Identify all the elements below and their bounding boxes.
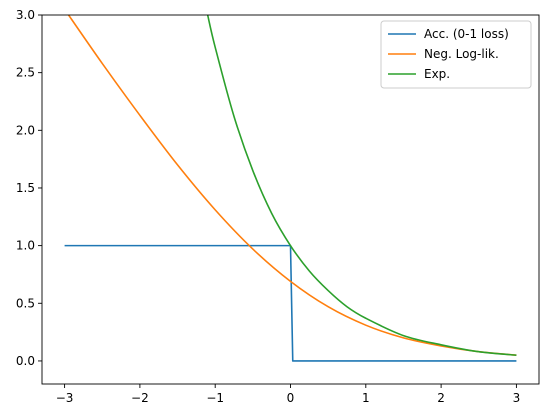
legend-label-1: Neg. Log-lik.: [424, 47, 499, 61]
series-line-0: [64, 244, 517, 362]
x-tick-label: 1: [362, 391, 370, 405]
series-line-1: [67, 15, 517, 356]
x-tick-label: 3: [513, 391, 521, 405]
legend-entries: Acc. (0-1 loss) Neg. Log-lik. Exp.: [388, 27, 509, 81]
x-tick-label: 2: [437, 391, 445, 405]
y-tick-label: 1.5: [16, 181, 35, 195]
x-tick-label: 0: [287, 391, 295, 405]
x-tick-label: −1: [206, 391, 224, 405]
series-layer: [64, 15, 517, 362]
y-axis: 0.0 0.5 1.0 1.5 2.0 2.5 3.0: [16, 8, 42, 368]
legend-box: [380, 20, 532, 89]
legend: Acc. (0-1 loss) Neg. Log-lik. Exp.: [380, 20, 532, 89]
series-line-2: [206, 15, 517, 356]
y-tick-label: 1.0: [16, 239, 35, 253]
y-tick-label: 2.5: [16, 66, 35, 80]
y-tick-label: 0.5: [16, 296, 35, 310]
x-tick-label: −3: [56, 391, 74, 405]
y-tick-label: 2.0: [16, 123, 35, 137]
legend-label-2: Exp.: [424, 67, 450, 81]
legend-label-0: Acc. (0-1 loss): [424, 27, 509, 41]
y-tick-label: 0.0: [16, 354, 35, 368]
y-tick-label: 3.0: [16, 8, 35, 22]
x-tick-label: −2: [131, 391, 149, 405]
x-axis: −3 −2 −1 0 1 2 3: [56, 384, 520, 405]
